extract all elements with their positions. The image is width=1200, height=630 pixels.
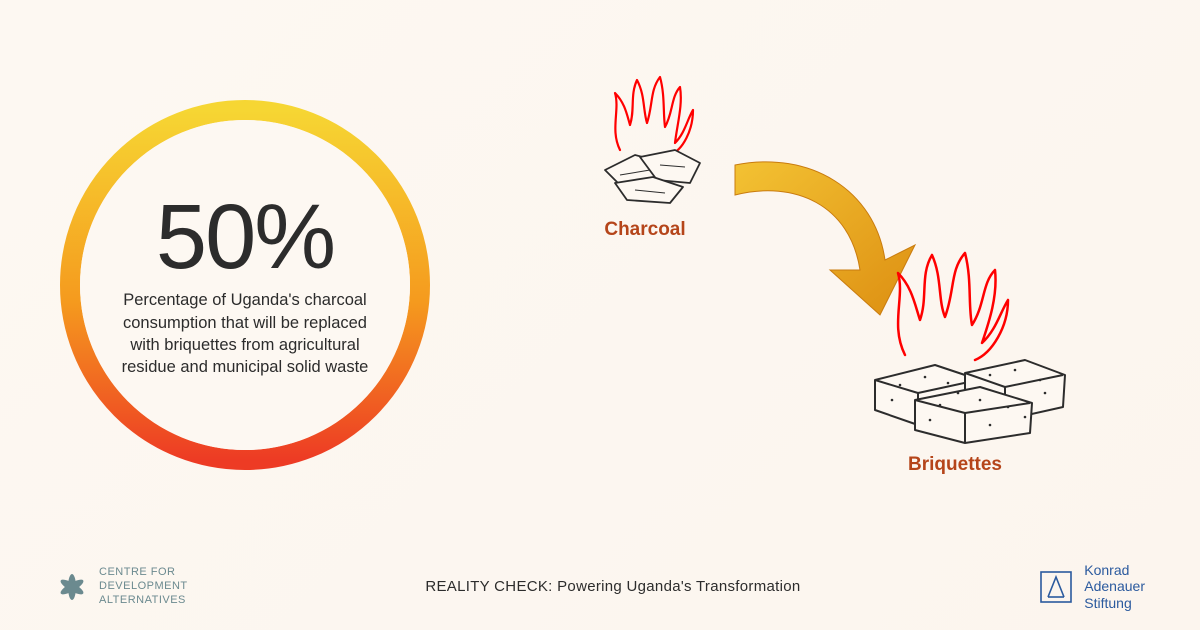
kas-line1: Konrad xyxy=(1084,562,1145,579)
logo-cda: Centre for Development Alternatives xyxy=(55,566,188,607)
cda-line1: Centre for xyxy=(99,566,188,580)
logo-kas: Konrad Adenauer Stiftung xyxy=(1038,562,1145,612)
stat-description: Percentage of Uganda's charcoal consumpt… xyxy=(110,289,380,378)
kas-line2: Adenauer xyxy=(1084,578,1145,595)
charcoal-label: Charcoal xyxy=(555,219,735,241)
briquettes-group: Briquettes xyxy=(825,225,1085,476)
footer: Centre for Development Alternatives REAL… xyxy=(0,562,1200,612)
kas-line3: Stiftung xyxy=(1084,595,1145,612)
cda-logo-text: Centre for Development Alternatives xyxy=(99,566,188,607)
stat-circle: 50% Percentage of Uganda's charcoal cons… xyxy=(60,100,430,470)
cda-line2: Development xyxy=(99,580,188,594)
cda-line3: Alternatives xyxy=(99,594,188,608)
footer-title: REALITY CHECK: Powering Uganda's Transfo… xyxy=(425,578,800,595)
kas-logo-icon xyxy=(1038,569,1074,605)
kas-logo-text: Konrad Adenauer Stiftung xyxy=(1084,562,1145,612)
briquettes-label: Briquettes xyxy=(825,454,1085,476)
stat-number: 50% xyxy=(156,191,334,283)
cda-asterisk-icon xyxy=(55,570,89,604)
charcoal-icon xyxy=(565,55,725,210)
briquettes-icon xyxy=(830,225,1080,445)
charcoal-group: Charcoal xyxy=(555,55,735,241)
stat-inner: 50% Percentage of Uganda's charcoal cons… xyxy=(80,120,410,450)
